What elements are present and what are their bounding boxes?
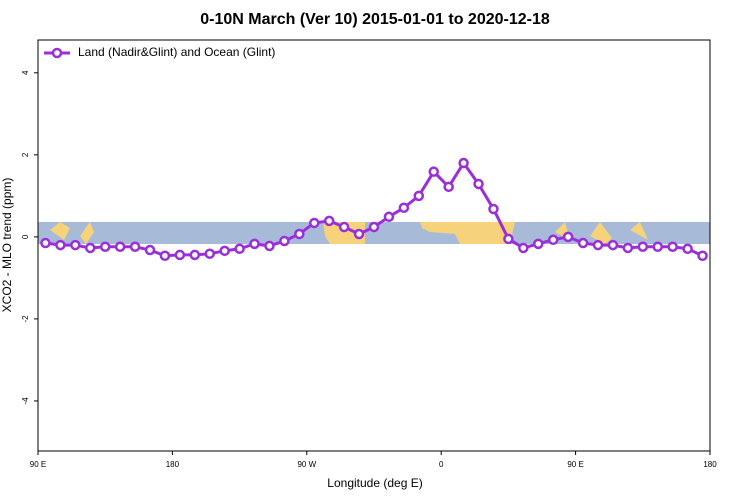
point: [637, 241, 649, 252]
point: [667, 241, 678, 252]
point: [129, 241, 141, 252]
point: [85, 242, 96, 254]
point: [503, 233, 514, 245]
legend-marker: [51, 47, 63, 59]
point: [592, 239, 604, 251]
x-axis-label: Longitude (deg E): [327, 476, 422, 490]
point: [338, 221, 350, 233]
x-tick-label: 180: [166, 460, 180, 469]
point: [174, 249, 186, 261]
point: [368, 221, 380, 233]
point: [114, 241, 126, 252]
x-tick-label: 180: [703, 460, 717, 469]
point: [383, 211, 395, 223]
point: [55, 239, 66, 251]
x-tick-label: 0: [439, 460, 444, 469]
y-tick-label: 0: [21, 234, 30, 239]
point: [682, 243, 693, 255]
x-tick-label: 90 E: [567, 460, 583, 469]
x-tick-label: 90 E: [30, 460, 46, 469]
point: [264, 240, 275, 252]
point: [189, 249, 201, 261]
point: [353, 228, 365, 240]
point: [159, 250, 171, 262]
point: [204, 248, 215, 259]
point: [533, 238, 544, 250]
point: [652, 241, 663, 252]
point: [40, 237, 51, 249]
point: [279, 235, 290, 247]
point: [249, 238, 260, 250]
point: [488, 203, 499, 215]
point: [234, 243, 245, 255]
point: [309, 217, 320, 229]
point: [144, 244, 156, 256]
point: [547, 234, 559, 246]
point: [697, 250, 708, 262]
point: [607, 239, 619, 251]
y-tick-label: 4: [21, 70, 30, 75]
point: [562, 231, 574, 243]
legend-label: Land (Nadir&Glint) and Ocean (Glint): [78, 45, 275, 59]
point: [70, 239, 81, 251]
point: [413, 190, 425, 202]
chart-title: 0-10N March (Ver 10) 2015-01-01 to 2020-…: [200, 11, 550, 28]
point: [458, 157, 469, 169]
y-tick-label: -4: [21, 397, 30, 405]
point: [428, 166, 439, 177]
y-axis-label: XCO2 - MLO trend (ppm): [0, 178, 14, 313]
point: [473, 178, 484, 190]
point: [518, 242, 529, 254]
point: [577, 237, 589, 249]
point: [219, 245, 230, 257]
point: [622, 242, 634, 254]
point: [443, 181, 454, 193]
point: [294, 228, 305, 240]
map-strip: [38, 222, 710, 244]
y-tick-label: 2: [21, 152, 30, 157]
y-tick-label: -2: [21, 315, 30, 323]
point: [99, 241, 111, 252]
point: [323, 215, 335, 227]
x-tick-label: 90 W: [297, 460, 316, 469]
point: [398, 202, 410, 214]
plot-frame: [37, 39, 711, 452]
